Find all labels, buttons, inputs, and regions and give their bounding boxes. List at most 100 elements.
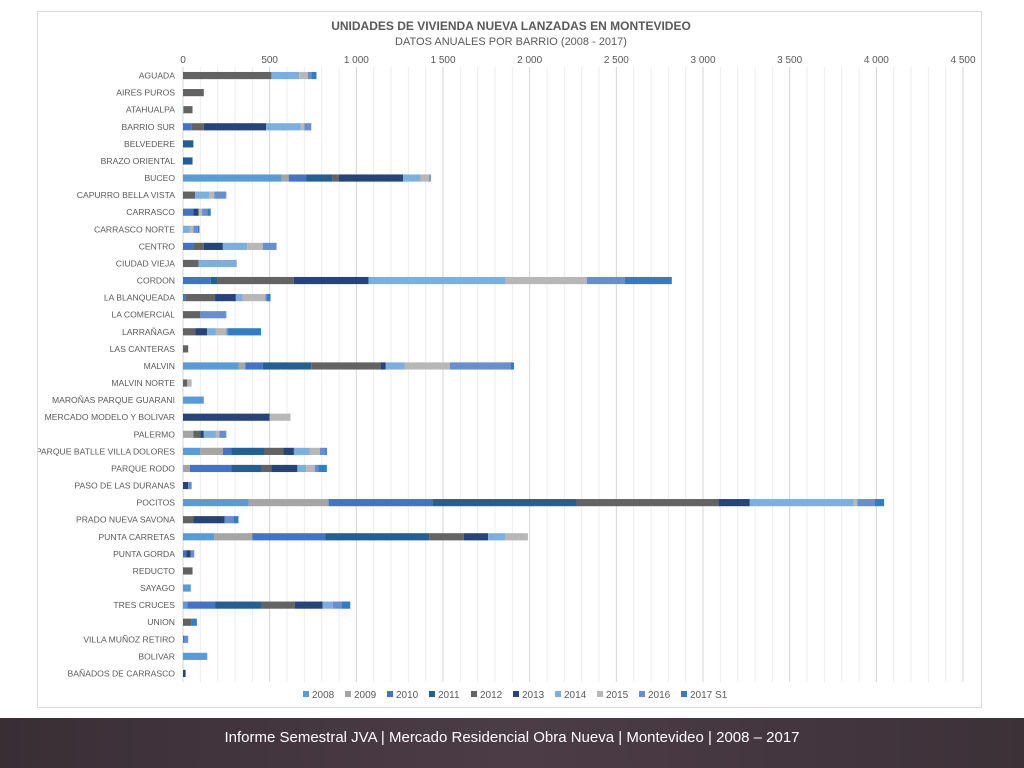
category-label: BELVEDERE bbox=[124, 139, 175, 149]
bar-segment bbox=[183, 396, 204, 404]
category-label: BUCEO bbox=[144, 173, 175, 183]
bar-segment bbox=[183, 123, 192, 131]
bar-segment bbox=[449, 362, 511, 370]
bar-segment bbox=[219, 430, 227, 438]
bar-segment bbox=[311, 71, 317, 80]
bar-segment bbox=[183, 567, 193, 575]
bar-segment bbox=[189, 464, 232, 473]
legend-swatch bbox=[429, 691, 435, 697]
bar-segment bbox=[235, 294, 243, 302]
bar-segment bbox=[183, 311, 201, 319]
bar-segment bbox=[429, 174, 431, 182]
bar-segment bbox=[314, 464, 319, 473]
bar-segment bbox=[505, 533, 528, 541]
category-label: CENTRO bbox=[139, 241, 176, 251]
bar-area bbox=[183, 71, 885, 678]
bar-segment bbox=[183, 71, 272, 80]
legend-label: 2014 bbox=[564, 690, 587, 701]
bar-segment bbox=[309, 447, 320, 455]
bar-segment bbox=[200, 447, 223, 455]
category-label: LA BLANQUEADA bbox=[104, 293, 175, 303]
bar-segment bbox=[238, 362, 246, 370]
category-label: CARRASCO bbox=[126, 207, 175, 217]
bar-segment bbox=[215, 430, 220, 438]
bar-segment bbox=[625, 276, 672, 285]
category-label: PRADO NUEVA SAVONA bbox=[76, 515, 175, 525]
bar-segment bbox=[193, 208, 199, 216]
legend-label: 2009 bbox=[354, 690, 377, 701]
bar-segment bbox=[183, 106, 184, 114]
category-label: AIRES PUROS bbox=[116, 88, 175, 98]
bar-segment bbox=[505, 276, 587, 285]
bar-segment bbox=[183, 208, 194, 216]
category-label: MALVIN NORTE bbox=[111, 378, 175, 388]
x-tick-label: 2 500 bbox=[604, 55, 629, 66]
bar-segment bbox=[187, 379, 192, 387]
bar-segment bbox=[200, 430, 204, 438]
bar-segment bbox=[294, 601, 323, 609]
legend-label: 2011 bbox=[438, 690, 460, 701]
bar-segment bbox=[185, 294, 216, 302]
bar-segment bbox=[403, 174, 421, 182]
bar-segment bbox=[262, 362, 312, 370]
bar-segment bbox=[299, 71, 308, 80]
bar-segment bbox=[183, 499, 249, 507]
category-label: CAPURRO BELLA VISTA bbox=[77, 190, 175, 200]
bar-segment bbox=[874, 499, 885, 507]
bar-segment bbox=[197, 225, 200, 233]
legend-swatch bbox=[471, 691, 477, 697]
bar-segment bbox=[183, 584, 191, 592]
bar-segment bbox=[189, 225, 194, 233]
x-tick-label: 4 500 bbox=[950, 55, 975, 66]
bar-segment bbox=[195, 191, 209, 199]
bar-segment bbox=[248, 499, 329, 507]
legend-swatch bbox=[681, 691, 687, 697]
bar-segment bbox=[183, 430, 194, 438]
legend-swatch bbox=[597, 691, 603, 697]
bar-segment bbox=[222, 242, 248, 250]
bar-segment bbox=[297, 464, 307, 473]
bar-segment bbox=[214, 191, 227, 199]
bar-segment bbox=[288, 174, 307, 182]
bar-segment bbox=[328, 499, 433, 507]
x-tick-label: 3 500 bbox=[777, 55, 802, 66]
bar-segment bbox=[183, 379, 188, 387]
category-label: BARRIO SUR bbox=[122, 122, 175, 132]
bar-segment bbox=[262, 242, 277, 250]
category-label: MALVIN bbox=[144, 361, 175, 371]
bar-segment bbox=[463, 533, 489, 541]
legend-label: 2015 bbox=[606, 690, 629, 701]
legend-swatch bbox=[555, 691, 561, 697]
bar-segment bbox=[214, 533, 253, 541]
bar-segment bbox=[404, 362, 450, 370]
bar-segment bbox=[245, 362, 263, 370]
bar-segment bbox=[187, 601, 216, 609]
bar-segment bbox=[267, 294, 271, 302]
bar-segment bbox=[198, 259, 237, 268]
bar-segment bbox=[306, 464, 315, 473]
bar-segment bbox=[385, 362, 405, 370]
category-label: ATAHUALPA bbox=[126, 105, 175, 115]
bar-segment bbox=[184, 635, 189, 643]
bar-segment bbox=[186, 550, 191, 558]
bar-segment bbox=[183, 413, 270, 421]
bar-segment bbox=[183, 618, 192, 626]
category-label: VILLA MUÑOZ RETIRO bbox=[83, 634, 175, 644]
bar-segment bbox=[368, 276, 506, 285]
bar-segment bbox=[853, 499, 858, 507]
legend-label: 2010 bbox=[396, 690, 419, 701]
bar-segment bbox=[266, 123, 301, 131]
category-label: PUNTA GORDA bbox=[113, 549, 175, 559]
category-label: PARQUE RODO bbox=[111, 463, 175, 473]
bar-segment bbox=[200, 311, 227, 319]
bar-segment bbox=[195, 328, 208, 336]
bar-segment bbox=[420, 174, 430, 182]
category-label: CARRASCO NORTE bbox=[94, 224, 175, 234]
category-label: UNION bbox=[147, 617, 175, 627]
bar-segment bbox=[488, 533, 506, 541]
bar-segment bbox=[576, 499, 719, 507]
bar-segment bbox=[183, 328, 196, 336]
bar-segment bbox=[183, 669, 186, 678]
bar-segment bbox=[183, 533, 215, 541]
bar-segment bbox=[188, 481, 192, 490]
